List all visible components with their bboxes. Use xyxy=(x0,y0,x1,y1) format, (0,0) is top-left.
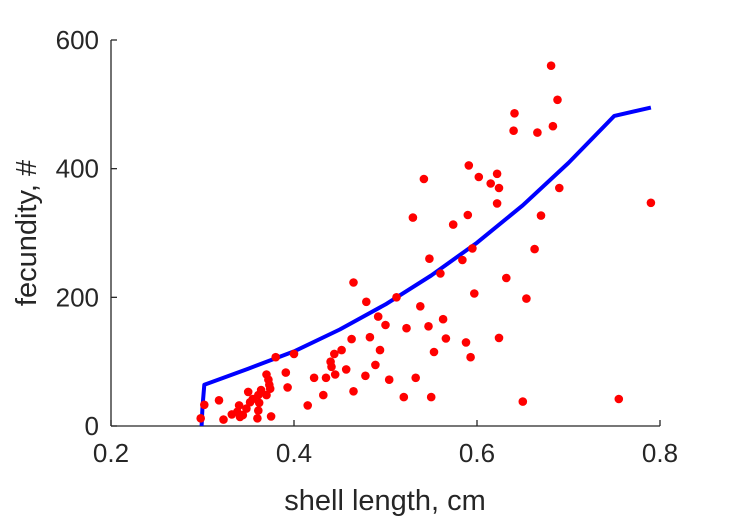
data-point xyxy=(373,312,383,321)
data-point xyxy=(548,121,558,131)
data-point xyxy=(555,183,564,193)
data-point xyxy=(254,398,264,408)
data-point xyxy=(522,294,531,303)
data-point xyxy=(553,95,562,105)
data-point xyxy=(419,174,429,184)
data-point xyxy=(283,383,292,392)
data-point xyxy=(533,128,542,137)
data-point xyxy=(281,368,291,377)
data-point xyxy=(196,414,205,423)
data-point xyxy=(384,375,394,385)
data-point xyxy=(375,345,385,355)
data-point xyxy=(200,400,209,410)
data-point xyxy=(214,396,224,405)
data-point xyxy=(424,322,433,331)
x-tick-label: 0.4 xyxy=(276,438,312,468)
data-point xyxy=(309,373,319,383)
data-point xyxy=(441,334,451,343)
data-point xyxy=(256,385,266,395)
data-point xyxy=(303,401,313,410)
data-point xyxy=(486,179,496,188)
data-point xyxy=(362,297,371,307)
data-point xyxy=(518,397,528,406)
data-point xyxy=(509,126,518,135)
data-point xyxy=(426,392,436,402)
data-point xyxy=(530,244,539,254)
data-point xyxy=(464,161,474,170)
data-point xyxy=(381,320,390,330)
data-point xyxy=(330,370,340,379)
data-point xyxy=(341,365,351,374)
data-point xyxy=(402,323,411,333)
x-axis-label: shell length, cm xyxy=(284,485,486,517)
ticks: 0.2 0.4 0.6 0.8 0 200 400 600 xyxy=(56,25,678,468)
y-tick-label: 400 xyxy=(56,154,99,184)
x-tick-label: 0.8 xyxy=(642,438,678,468)
data-point xyxy=(492,199,502,208)
data-point xyxy=(289,349,299,359)
data-point xyxy=(411,373,421,383)
data-point xyxy=(492,169,502,179)
data-point xyxy=(425,254,434,263)
data-point xyxy=(463,210,473,220)
fit-curve xyxy=(199,105,652,427)
data-point xyxy=(646,198,656,208)
x-tick-label: 0.2 xyxy=(93,438,129,468)
data-point xyxy=(319,390,328,400)
data-point xyxy=(265,384,275,394)
data-point xyxy=(349,387,358,396)
data-point xyxy=(408,213,418,222)
data-point xyxy=(466,352,475,362)
data-point xyxy=(438,314,448,324)
data-point xyxy=(347,334,356,344)
data-point xyxy=(436,269,445,278)
data-point xyxy=(234,401,244,410)
data-point xyxy=(219,415,228,424)
data-point xyxy=(327,362,336,372)
y-tick-label: 600 xyxy=(56,25,99,55)
data-point xyxy=(243,387,253,397)
data-point xyxy=(337,345,346,355)
y-axis-label: fecundity, # xyxy=(11,160,43,306)
data-point xyxy=(461,338,471,347)
data-point xyxy=(416,302,425,311)
data-point xyxy=(448,220,458,229)
data-point xyxy=(536,211,546,220)
data-point xyxy=(365,332,375,342)
data-point xyxy=(266,412,276,421)
y-tick-label: 200 xyxy=(56,282,99,312)
data-point xyxy=(371,360,380,370)
fit-curve-layer xyxy=(199,105,652,427)
data-point xyxy=(474,172,484,182)
axes xyxy=(110,40,660,427)
data-point xyxy=(614,394,624,404)
data-point xyxy=(238,410,248,420)
data-point xyxy=(429,347,439,357)
data-point xyxy=(470,289,479,298)
data-point xyxy=(242,404,251,413)
x-tick-label: 0.6 xyxy=(459,438,495,468)
data-point xyxy=(349,278,358,287)
data-point xyxy=(330,349,339,359)
data-point xyxy=(271,352,281,362)
data-point xyxy=(468,244,477,253)
y-tick-label: 0 xyxy=(85,411,99,441)
data-point xyxy=(494,183,504,193)
data-point xyxy=(502,273,511,283)
data-point xyxy=(392,293,401,302)
data-point xyxy=(262,390,271,400)
data-point xyxy=(321,373,331,383)
data-point xyxy=(546,61,556,70)
data-point xyxy=(494,333,504,343)
data-point xyxy=(253,414,262,423)
data-point xyxy=(399,392,409,402)
data-points xyxy=(196,61,656,424)
data-point xyxy=(458,255,467,265)
data-point xyxy=(510,109,519,118)
data-point xyxy=(361,371,370,381)
data-point xyxy=(253,406,263,415)
